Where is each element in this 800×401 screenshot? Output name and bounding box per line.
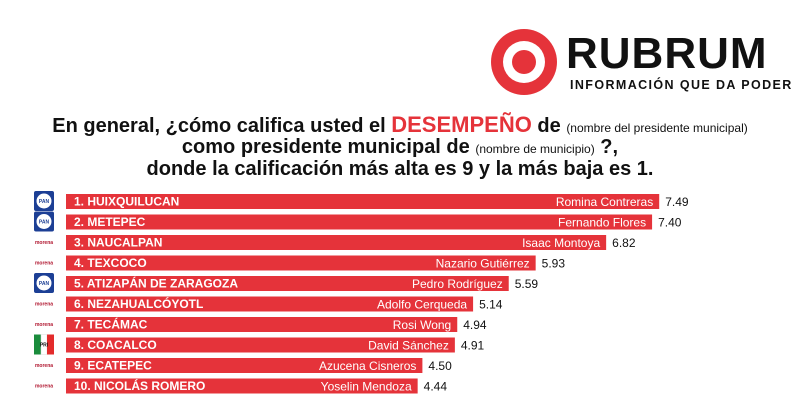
value-label: 6.82 xyxy=(612,236,636,250)
value-label: 4.91 xyxy=(461,339,485,353)
value-label: 4.44 xyxy=(424,380,448,394)
bar xyxy=(66,255,536,271)
pan-logo-text: PAN xyxy=(39,199,50,205)
president-name-label: Nazario Gutiérrez xyxy=(436,257,530,271)
morena-logo-text: morena xyxy=(35,363,53,369)
morena-logo-text: morena xyxy=(35,302,53,308)
bar xyxy=(66,296,474,312)
morena-logo-text: morena xyxy=(35,322,53,328)
category-label: 9. ECATEPEC xyxy=(74,359,152,373)
pan-logo-circle xyxy=(36,193,52,209)
value-label: 5.59 xyxy=(515,277,539,291)
morena-logo-text: morena xyxy=(35,261,53,267)
pri-logo-green xyxy=(34,334,41,355)
party-logo-morena-icon: morena xyxy=(34,355,54,375)
question-line-1: En general, ¿cómo califica usted el DESE… xyxy=(0,112,800,138)
bar-chart: PAN 1. HUIXQUILUCAN Romina Contreras 7.49 PA… xyxy=(34,191,689,396)
bar xyxy=(66,214,653,230)
category-label: 1. HUIXQUILUCAN xyxy=(74,195,179,209)
president-name-label: Romina Contreras xyxy=(556,195,653,209)
morena-logo-bg xyxy=(34,314,54,334)
bar xyxy=(66,358,423,373)
party-logo-morena-icon: morena xyxy=(34,375,54,396)
party-logo-morena-icon: morena xyxy=(34,252,54,273)
question-line2-small: (nombre de municipio) xyxy=(475,142,595,156)
category-label: 2. METEPEC xyxy=(74,215,146,229)
category-label: 6. NEZAHUALCÓYOTL xyxy=(74,296,203,311)
morena-logo-text: morena xyxy=(35,240,53,246)
president-name-label: Pedro Rodríguez xyxy=(412,277,503,291)
pri-logo-red xyxy=(47,334,54,355)
category-label: 4. TEXCOCO xyxy=(74,256,147,270)
morena-logo-bg xyxy=(34,232,54,252)
value-label: 4.94 xyxy=(463,318,487,332)
value-label: 7.49 xyxy=(665,195,689,209)
question-line2-pre: como presidente municipal de xyxy=(181,136,470,158)
bar xyxy=(66,317,458,332)
president-name-label: Adolfo Cerqueda xyxy=(377,298,467,312)
question-line1-post: de xyxy=(537,115,561,137)
question-line1-small: (nombre del presidente municipal) xyxy=(566,121,748,135)
question-line1-pre: En general, ¿cómo califica usted el xyxy=(52,115,386,137)
morena-logo-bg xyxy=(34,375,54,396)
category-label: 8. COACALCO xyxy=(74,338,157,352)
president-name-label: Fernando Flores xyxy=(558,216,646,230)
value-label: 7.40 xyxy=(658,216,682,230)
category-label: 7. TECÁMAC xyxy=(74,317,148,332)
category-label: 10. NICOLÁS ROMERO xyxy=(74,378,205,393)
bar xyxy=(66,235,607,250)
president-name-label: Yoselin Mendoza xyxy=(321,380,412,394)
pri-logo-text: PRI xyxy=(40,343,49,349)
brand-logo: RUBRUM INFORMACIÓN QUE DA PODER xyxy=(488,26,791,102)
question-line-2: como presidente municipal de (nombre de … xyxy=(0,136,800,159)
bar xyxy=(66,378,418,394)
pan-logo-text: PAN xyxy=(39,281,50,287)
pan-logo-circle xyxy=(36,275,52,291)
bar xyxy=(66,276,509,291)
party-logo-pan-icon: PAN xyxy=(34,191,54,211)
category-label: 5. ATIZAPÁN DE ZARAGOZA xyxy=(74,276,238,291)
bar xyxy=(66,337,455,353)
president-name-label: Azucena Cisneros xyxy=(319,359,416,373)
party-logo-pri-icon: PRI xyxy=(34,334,54,355)
pan-logo-text: PAN xyxy=(39,220,50,226)
president-name-label: Isaac Montoya xyxy=(522,236,600,250)
president-name-label: David Sánchez xyxy=(368,339,449,353)
president-name-label: Rosi Wong xyxy=(393,318,451,332)
morena-logo-bg xyxy=(34,293,54,314)
party-logo-pan-icon: PAN xyxy=(34,273,54,293)
party-logo-morena-icon: morena xyxy=(34,314,54,334)
question-highlight: DESEMPEÑO xyxy=(391,112,532,137)
category-label: 3. NAUCALPAN xyxy=(74,236,162,250)
party-logo-morena-icon: morena xyxy=(34,232,54,252)
target-icon xyxy=(491,29,557,95)
question-line-3: donde la calificación más alta es 9 y la… xyxy=(146,158,654,180)
party-logo-morena-icon: morena xyxy=(34,293,54,314)
morena-logo-bg xyxy=(34,252,54,273)
bar xyxy=(66,194,660,209)
value-label: 5.93 xyxy=(542,257,566,271)
value-label: 4.50 xyxy=(428,359,452,373)
brand-tagline: INFORMACIÓN QUE DA PODER xyxy=(570,78,793,92)
value-label: 5.14 xyxy=(479,298,503,312)
morena-logo-text: morena xyxy=(35,384,53,390)
brand-name: RUBRUM xyxy=(566,29,768,78)
morena-logo-bg xyxy=(34,355,54,375)
pan-logo-circle xyxy=(36,214,52,229)
question-line2-post: ?, xyxy=(600,136,619,158)
party-logo-pan-icon: PAN xyxy=(34,211,54,232)
